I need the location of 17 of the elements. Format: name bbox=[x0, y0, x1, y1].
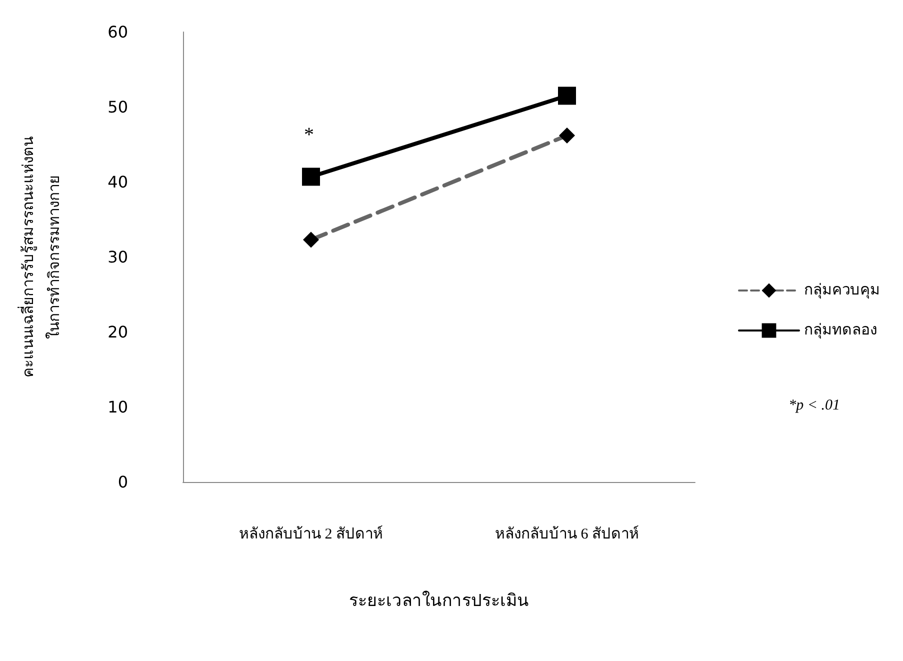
y-tick-label: 0 bbox=[118, 472, 128, 492]
y-tick-label: 60 bbox=[108, 22, 128, 42]
y-tick-label: 10 bbox=[108, 398, 128, 416]
legend-label: กลุ่มควบคุม bbox=[804, 282, 880, 300]
y-tick-label: 20 bbox=[108, 322, 128, 342]
text: *p < .01 bbox=[788, 398, 840, 414]
y-tick-label: 50 bbox=[108, 98, 128, 116]
point bbox=[558, 86, 576, 105]
annotation: * bbox=[304, 124, 314, 146]
x-tick-label: หลังกลับบ้าน 6 สัปดาห์ bbox=[495, 526, 639, 542]
y-tick-label: 40 bbox=[108, 172, 128, 192]
y-tick-label: 30 bbox=[108, 248, 128, 266]
legend-label: กลุ่มทดลอง bbox=[804, 322, 877, 340]
point bbox=[302, 168, 320, 186]
x-axis-title: ระยะเวลาในการประเมิน bbox=[349, 590, 529, 610]
y-axis-title: คะแนนเฉลี่ยการรับรู้สมรรถนะแห่งตน ในการทำกิจกรรมทางกาย bbox=[17, 136, 63, 378]
x-tick-label: หลังกลับบ้าน 2 สัปดาห์ bbox=[239, 526, 383, 542]
